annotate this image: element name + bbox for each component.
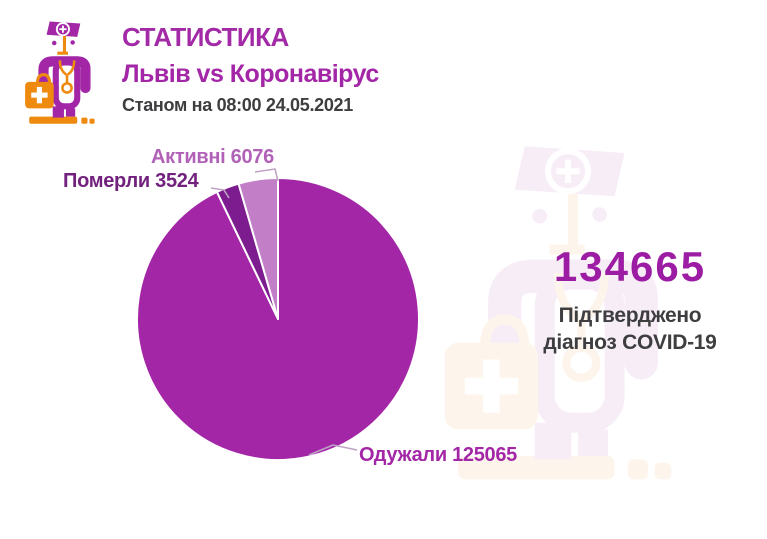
header: СТАТИСТИКА Львів vs Коронавірус Станом н… (122, 22, 542, 116)
caption-line-2: діагноз COVID-19 (543, 331, 717, 354)
pie-label-aktyvni: Активні 6076 (151, 146, 274, 168)
total-confirmed-caption: Підтверджено діагноз COVID-19 (505, 302, 755, 356)
caption-line-1: Підтверджено (558, 304, 702, 327)
pie-callout-line-oduzhaly (308, 444, 358, 456)
pie-callout-line-pomerly (210, 187, 230, 199)
pie-slices (136, 177, 420, 461)
total-confirmed-number: 134665 (553, 243, 707, 290)
pie-chart (136, 168, 420, 461)
summary-panel: 134665 Підтверджено діагноз COVID-19 (505, 244, 755, 356)
page-subtitle: Львів vs Коронавірус (122, 60, 379, 88)
doctor-mascot-icon (20, 8, 112, 126)
pie-callout-line-aktyvni (254, 168, 279, 182)
pie-label-oduzhaly: Одужали 125065 (359, 444, 518, 466)
page-title: СТАТИСТИКА (122, 22, 289, 52)
pie-label-pomerly: Померли 3524 (63, 170, 199, 192)
as-of-date: Станом на 08:00 24.05.2021 (122, 95, 353, 115)
